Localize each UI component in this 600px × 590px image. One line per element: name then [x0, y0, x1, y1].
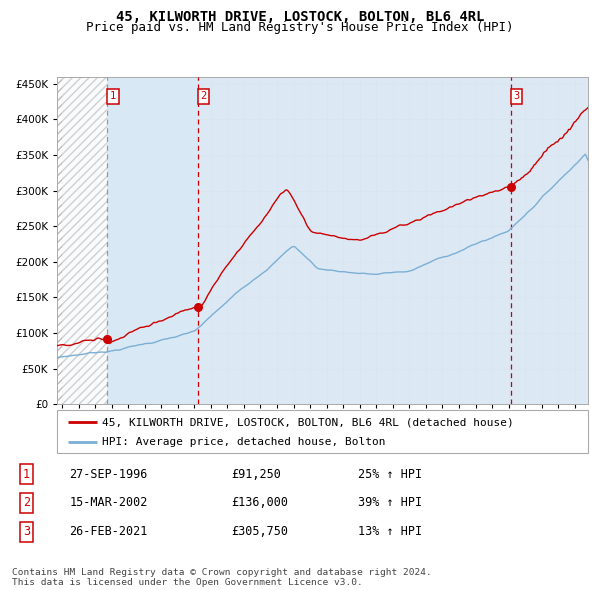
- FancyBboxPatch shape: [57, 410, 588, 453]
- Text: 3: 3: [514, 91, 520, 101]
- Bar: [107, 77, 198, 404]
- Text: 3: 3: [23, 525, 30, 538]
- Text: Price paid vs. HM Land Registry's House Price Index (HPI): Price paid vs. HM Land Registry's House …: [86, 21, 514, 34]
- Bar: [57, 77, 62, 404]
- Text: 13% ↑ HPI: 13% ↑ HPI: [358, 525, 422, 538]
- Text: £305,750: £305,750: [231, 525, 288, 538]
- Text: 2: 2: [200, 91, 206, 101]
- Text: 45, KILWORTH DRIVE, LOSTOCK, BOLTON, BL6 4RL (detached house): 45, KILWORTH DRIVE, LOSTOCK, BOLTON, BL6…: [102, 417, 514, 427]
- Text: 26-FEB-2021: 26-FEB-2021: [70, 525, 148, 538]
- Text: 25% ↑ HPI: 25% ↑ HPI: [358, 468, 422, 481]
- Bar: [198, 77, 588, 404]
- Text: 1: 1: [23, 468, 30, 481]
- Text: Contains HM Land Registry data © Crown copyright and database right 2024.
This d: Contains HM Land Registry data © Crown c…: [12, 568, 432, 587]
- Text: £136,000: £136,000: [231, 496, 288, 509]
- Text: 45, KILWORTH DRIVE, LOSTOCK, BOLTON, BL6 4RL: 45, KILWORTH DRIVE, LOSTOCK, BOLTON, BL6…: [116, 10, 484, 24]
- Bar: [62, 77, 107, 404]
- Text: 27-SEP-1996: 27-SEP-1996: [70, 468, 148, 481]
- Text: 15-MAR-2002: 15-MAR-2002: [70, 496, 148, 509]
- Text: £91,250: £91,250: [231, 468, 281, 481]
- Text: HPI: Average price, detached house, Bolton: HPI: Average price, detached house, Bolt…: [102, 437, 386, 447]
- Text: 2: 2: [23, 496, 30, 509]
- Text: 1: 1: [110, 91, 116, 101]
- Text: 39% ↑ HPI: 39% ↑ HPI: [358, 496, 422, 509]
